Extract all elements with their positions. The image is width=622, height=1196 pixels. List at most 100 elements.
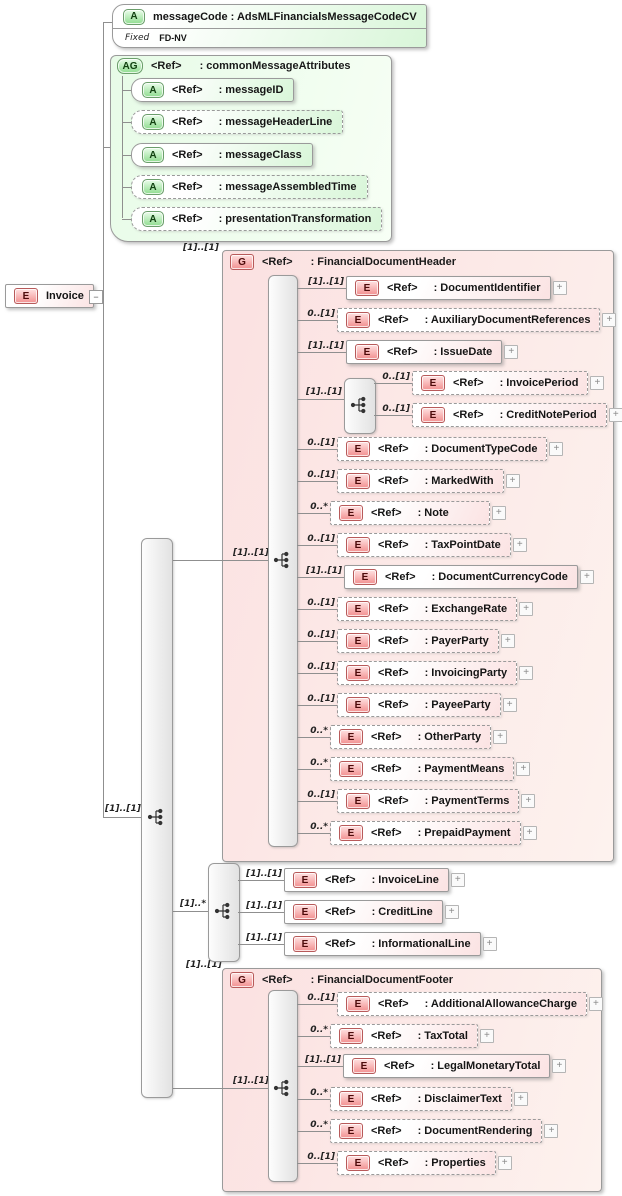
element-box[interactable]: E <Ref> : InvoicingParty bbox=[337, 661, 518, 685]
element-node-taxtotal[interactable]: 0..* E <Ref> : TaxTotal + bbox=[297, 1024, 494, 1048]
expand-icon[interactable]: + bbox=[521, 794, 536, 808]
element-box[interactable]: E <Ref> : IssueDate bbox=[346, 340, 503, 364]
element-box[interactable]: E <Ref> : Properties bbox=[337, 1151, 496, 1175]
attribute-box[interactable]: A <Ref> : messageHeaderLine bbox=[131, 110, 344, 134]
expand-icon[interactable]: + bbox=[512, 538, 527, 552]
expand-icon[interactable]: + bbox=[519, 602, 534, 616]
expand-icon[interactable]: + bbox=[500, 634, 515, 648]
expand-icon[interactable]: + bbox=[588, 997, 603, 1011]
element-node-markedwith[interactable]: 0..[1] E <Ref> : MarkedWith + bbox=[297, 469, 520, 493]
expand-icon[interactable]: + bbox=[552, 281, 567, 295]
element-node-documenttypecode[interactable]: 0..[1] E <Ref> : DocumentTypeCode + bbox=[297, 437, 564, 461]
sequence-compositor[interactable] bbox=[268, 275, 298, 847]
element-node-paymentmeans[interactable]: 0..* E <Ref> : PaymentMeans + bbox=[297, 757, 531, 781]
expand-icon[interactable]: + bbox=[504, 345, 519, 359]
expand-icon[interactable]: + bbox=[590, 376, 605, 390]
expand-icon[interactable]: + bbox=[602, 313, 617, 327]
element-box[interactable]: E <Ref> : DocumentRendering bbox=[330, 1119, 543, 1143]
expand-icon[interactable]: + bbox=[519, 666, 534, 680]
element-node-properties[interactable]: 0..[1] E <Ref> : Properties + bbox=[297, 1151, 512, 1175]
element-box[interactable]: E <Ref> : TaxPointDate bbox=[337, 533, 511, 557]
expand-icon[interactable]: + bbox=[491, 506, 506, 520]
expand-icon[interactable]: + bbox=[497, 1156, 512, 1170]
expand-icon[interactable]: + bbox=[513, 1092, 528, 1106]
group-title-financialdocumentheader[interactable]: G <Ref> : FinancialDocumentHeader bbox=[230, 254, 456, 270]
group-title-financialdocumentfooter[interactable]: G <Ref> : FinancialDocumentFooter bbox=[230, 972, 453, 988]
attribute-box[interactable]: A <Ref> : messageClass bbox=[131, 143, 313, 167]
element-node-creditnoteperiod[interactable]: 0..[1] E <Ref> : CreditNotePeriod + bbox=[374, 403, 622, 427]
element-box[interactable]: E <Ref> : PrepaidPayment bbox=[330, 821, 521, 845]
element-node-documentidentifier[interactable]: [1]..[1] E <Ref> : DocumentIdentifier + bbox=[297, 276, 567, 300]
element-box[interactable]: E <Ref> : CreditNotePeriod bbox=[412, 403, 607, 427]
element-box[interactable]: E <Ref> : ExchangeRate bbox=[337, 597, 518, 621]
element-box[interactable]: E <Ref> : DocumentCurrencyCode bbox=[344, 565, 578, 589]
expand-icon[interactable]: + bbox=[579, 570, 594, 584]
element-node-invoiceperiod[interactable]: 0..[1] E <Ref> : InvoicePeriod + bbox=[374, 371, 605, 395]
element-node-documentrendering[interactable]: 0..* E <Ref> : DocumentRendering + bbox=[297, 1119, 559, 1143]
element-node-exchangerate[interactable]: 0..[1] E <Ref> : ExchangeRate + bbox=[297, 597, 534, 621]
attribute-node-messageassembledtime[interactable]: A <Ref> : messageAssembledTime bbox=[122, 175, 368, 199]
attribute-box[interactable]: A <Ref> : presentationTransformation bbox=[131, 207, 383, 231]
sequence-compositor[interactable] bbox=[141, 538, 173, 1098]
element-node-informationalline[interactable]: [1]..[1] E <Ref> : InformationalLine + bbox=[238, 932, 497, 956]
element-box[interactable]: E <Ref> : DisclaimerText bbox=[330, 1087, 512, 1111]
element-node-issuedate[interactable]: [1]..[1] E <Ref> : IssueDate + bbox=[297, 340, 519, 364]
sequence-compositor[interactable] bbox=[268, 990, 298, 1182]
element-box[interactable]: E <Ref> : LegalMonetaryTotal bbox=[343, 1054, 551, 1078]
attribute-node-messageheaderline[interactable]: A <Ref> : messageHeaderLine bbox=[122, 110, 344, 134]
element-box[interactable]: E <Ref> : MarkedWith bbox=[337, 469, 504, 493]
element-node-invoice[interactable]: E Invoice bbox=[5, 284, 94, 308]
element-node-auxiliarydocumentreferences[interactable]: 0..[1] E <Ref> : AuxiliaryDocumentRefere… bbox=[297, 308, 617, 332]
expand-icon[interactable]: + bbox=[444, 905, 459, 919]
element-box[interactable]: E <Ref> : InformationalLine bbox=[284, 932, 481, 956]
attribute-node-messageid[interactable]: A <Ref> : messageID bbox=[122, 78, 295, 102]
expand-icon[interactable]: + bbox=[493, 730, 508, 744]
element-node-documentcurrencycode[interactable]: [1]..[1] E <Ref> : DocumentCurrencyCode … bbox=[297, 565, 594, 589]
element-node-taxpointdate[interactable]: 0..[1] E <Ref> : TaxPointDate + bbox=[297, 533, 527, 557]
expand-icon[interactable]: + bbox=[549, 442, 564, 456]
element-box[interactable]: E <Ref> : DocumentTypeCode bbox=[337, 437, 548, 461]
element-node-payerparty[interactable]: 0..[1] E <Ref> : PayerParty + bbox=[297, 629, 515, 653]
expand-icon[interactable]: + bbox=[544, 1124, 559, 1138]
element-node-prepaidpayment[interactable]: 0..* E <Ref> : PrepaidPayment + bbox=[297, 821, 537, 845]
attribute-node-messageclass[interactable]: A <Ref> : messageClass bbox=[122, 143, 313, 167]
choice-compositor[interactable] bbox=[344, 378, 376, 434]
element-box[interactable]: E <Ref> : OtherParty bbox=[330, 725, 492, 749]
choice-compositor[interactable] bbox=[208, 863, 240, 962]
expand-icon[interactable]: + bbox=[608, 408, 622, 422]
element-node-invoicingparty[interactable]: 0..[1] E <Ref> : InvoicingParty + bbox=[297, 661, 534, 685]
element-box[interactable]: E <Ref> : PaymentMeans bbox=[330, 757, 515, 781]
attribute-box[interactable]: A <Ref> : messageAssembledTime bbox=[131, 175, 368, 199]
expand-icon[interactable]: + bbox=[450, 873, 465, 887]
element-box[interactable]: E <Ref> : TaxTotal bbox=[330, 1024, 478, 1048]
expand-icon[interactable]: + bbox=[502, 698, 517, 712]
element-node-note[interactable]: 0..* E <Ref> : Note + bbox=[297, 501, 506, 525]
element-box[interactable]: E <Ref> : Note bbox=[330, 501, 490, 525]
element-node-additionalallowancecharge[interactable]: 0..[1] E <Ref> : AdditionalAllowanceChar… bbox=[297, 992, 603, 1016]
expand-icon[interactable]: + bbox=[522, 826, 537, 840]
element-node-creditline[interactable]: [1]..[1] E <Ref> : CreditLine + bbox=[238, 900, 459, 924]
expand-icon[interactable]: + bbox=[479, 1029, 494, 1043]
element-node-legalmonetarytotal[interactable]: [1]..[1] E <Ref> : LegalMonetaryTotal + bbox=[297, 1054, 567, 1078]
element-node-paymentterms[interactable]: 0..[1] E <Ref> : PaymentTerms + bbox=[297, 789, 536, 813]
attribute-node-presentationtransformation[interactable]: A <Ref> : presentationTransformation bbox=[122, 207, 383, 231]
element-box[interactable]: E <Ref> : PayerParty bbox=[337, 629, 499, 653]
element-node-otherparty[interactable]: 0..* E <Ref> : OtherParty + bbox=[297, 725, 508, 749]
expand-icon[interactable]: + bbox=[505, 474, 520, 488]
element-box[interactable]: E <Ref> : AuxiliaryDocumentReferences bbox=[337, 308, 601, 332]
element-box[interactable]: E <Ref> : CreditLine bbox=[284, 900, 443, 924]
element-box[interactable]: E <Ref> : InvoicePeriod bbox=[412, 371, 589, 395]
element-box[interactable]: E <Ref> : DocumentIdentifier bbox=[346, 276, 551, 300]
attribute-box[interactable]: A <Ref> : messageID bbox=[131, 78, 295, 102]
collapse-toggle[interactable]: − bbox=[89, 290, 103, 304]
element-box[interactable]: E <Ref> : InvoiceLine bbox=[284, 868, 449, 892]
expand-icon[interactable]: + bbox=[552, 1059, 567, 1073]
attribute-group-title[interactable]: AG <Ref> : commonMessageAttributes bbox=[117, 58, 351, 74]
element-box[interactable]: E <Ref> : AdditionalAllowanceCharge bbox=[337, 992, 587, 1016]
element-box[interactable]: E <Ref> : PayeeParty bbox=[337, 693, 501, 717]
expand-icon[interactable]: + bbox=[482, 937, 497, 951]
element-box[interactable]: E Invoice bbox=[5, 284, 94, 308]
expand-icon[interactable]: + bbox=[516, 762, 531, 776]
attribute-node-messagecode[interactable]: A messageCode : AdsMLFinancialsMessageCo… bbox=[112, 4, 427, 48]
element-node-disclaimertext[interactable]: 0..* E <Ref> : DisclaimerText + bbox=[297, 1087, 528, 1111]
